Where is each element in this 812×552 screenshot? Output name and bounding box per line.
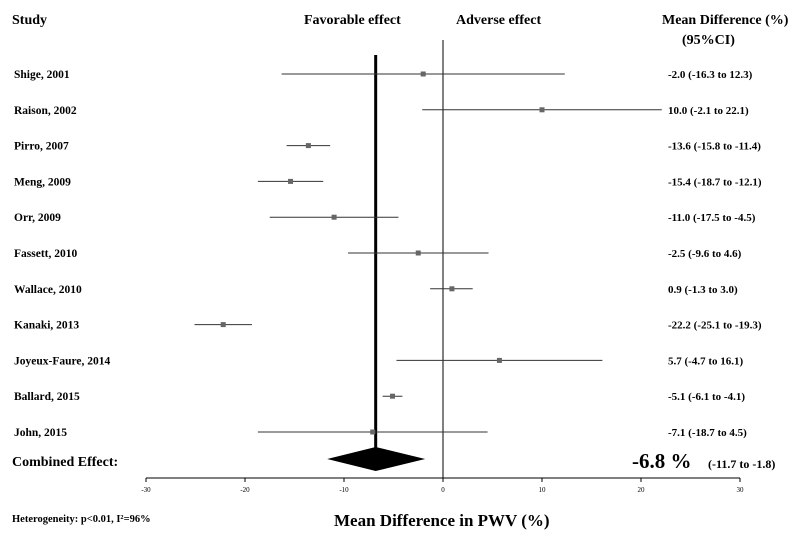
study-row: Fassett, 2010 -2.5 (-9.6 to 4.6)	[14, 248, 742, 260]
estimate-text: -15.4 (-18.7 to -12.1)	[668, 176, 762, 188]
x-tick-label: 10	[539, 486, 547, 494]
study-row: Raison, 2002 10.0 (-2.1 to 22.1)	[14, 105, 749, 117]
mean-difference-header: Mean Difference (%)	[662, 13, 789, 28]
combined-effect-value: -6.8 %	[632, 449, 692, 473]
point-estimate	[415, 250, 421, 256]
x-tick-label: 0	[441, 486, 445, 494]
point-estimate	[449, 286, 455, 292]
study-row: Orr, 2009 -11.0 (-17.5 to -4.5)	[14, 212, 756, 224]
point-estimate	[370, 429, 376, 435]
point-estimate	[539, 107, 545, 113]
estimate-text: 0.9 (-1.3 to 3.0)	[668, 284, 738, 296]
combined-effect-label: Combined Effect:	[12, 455, 118, 470]
heterogeneity-note: Heterogeneity: p<0.01, I²=96%	[12, 514, 151, 525]
study-row: John, 2015 -7.1 (-18.7 to 4.5)	[14, 427, 747, 439]
study-label: Meng, 2009	[14, 176, 71, 188]
point-estimate	[496, 357, 502, 363]
combined-effect-diamond	[327, 447, 426, 471]
study-label: Orr, 2009	[14, 212, 61, 224]
estimate-text: -13.6 (-15.8 to -11.4)	[668, 141, 761, 153]
estimate-text: 5.7 (-4.7 to 16.1)	[668, 355, 743, 367]
study-row: Pirro, 2007 -13.6 (-15.8 to -11.4)	[14, 141, 761, 153]
study-label: Fassett, 2010	[14, 248, 77, 260]
study-label: Shige, 2001	[14, 69, 70, 81]
study-row: Kanaki, 2013 -22.2 (-25.1 to -19.3)	[14, 320, 762, 332]
ci-header: (95%CI)	[682, 33, 735, 48]
x-axis-title: Mean Difference in PWV (%)	[334, 511, 550, 530]
study-row: Meng, 2009 -15.4 (-18.7 to -12.1)	[14, 176, 762, 188]
study-label: John, 2015	[14, 427, 67, 439]
reference-lines	[374, 40, 444, 478]
combined-effect-ci: (-11.7 to -1.8)	[708, 457, 775, 471]
point-estimate	[331, 214, 337, 220]
study-label: Pirro, 2007	[14, 141, 69, 153]
point-estimate	[305, 143, 311, 149]
study-row: Wallace, 2010 0.9 (-1.3 to 3.0)	[14, 284, 738, 296]
adverse-effect-header: Adverse effect	[456, 13, 541, 28]
estimate-text: 10.0 (-2.1 to 22.1)	[668, 105, 749, 117]
x-tick-label: 30	[737, 486, 745, 494]
study-label: Kanaki, 2013	[14, 320, 79, 332]
estimate-text: -2.5 (-9.6 to 4.6)	[668, 248, 742, 260]
estimate-text: -2.0 (-16.3 to 12.3)	[668, 69, 753, 81]
point-estimate	[220, 322, 226, 328]
study-row: Ballard, 2015 -5.1 (-6.1 to -4.1)	[14, 391, 745, 403]
study-rows: Shige, 2001 -2.0 (-16.3 to 12.3) Raison, 2…	[14, 69, 762, 439]
x-tick-label: -30	[141, 486, 151, 494]
estimate-text: -5.1 (-6.1 to -4.1)	[668, 391, 745, 403]
x-tick-label: 20	[638, 486, 646, 494]
study-row: Joyeux-Faure, 2014 5.7 (-4.7 to 16.1)	[14, 355, 743, 367]
study-row: Shige, 2001 -2.0 (-16.3 to 12.3)	[14, 69, 753, 81]
favorable-effect-header: Favorable effect	[304, 13, 401, 28]
x-axis: -30 -20 -10 0 10 20 30	[141, 477, 745, 494]
point-estimate	[420, 71, 426, 77]
estimate-text: -22.2 (-25.1 to -19.3)	[668, 320, 762, 332]
x-tick-label: -20	[240, 486, 250, 494]
x-tick-label: -10	[339, 486, 349, 494]
study-label: Joyeux-Faure, 2014	[14, 355, 111, 367]
study-label: Wallace, 2010	[14, 284, 82, 296]
point-estimate	[390, 393, 396, 399]
estimate-text: -7.1 (-18.7 to 4.5)	[668, 427, 747, 439]
study-header: Study	[12, 13, 47, 28]
study-label: Raison, 2002	[14, 105, 77, 117]
study-label: Ballard, 2015	[14, 391, 80, 403]
estimate-text: -11.0 (-17.5 to -4.5)	[668, 212, 756, 224]
point-estimate	[288, 178, 294, 184]
